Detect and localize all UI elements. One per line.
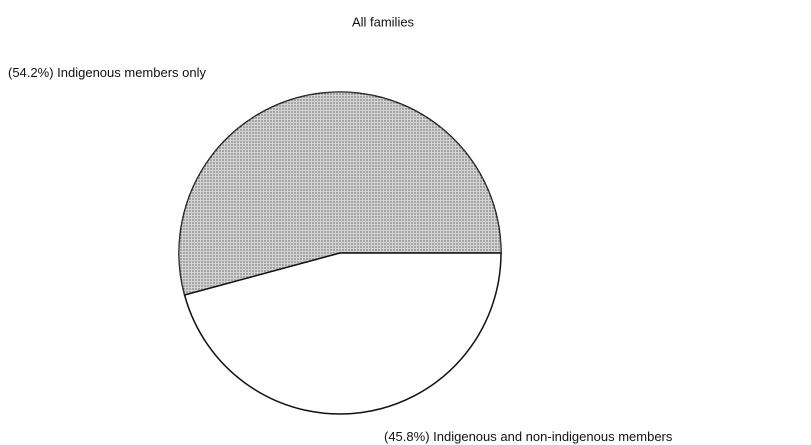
slice-label: (45.8%) Indigenous and non-indigenous me… [384,429,673,444]
chart-title: All families [352,14,415,29]
pie-slice-texture [179,92,501,295]
slice-category: Indigenous members only [57,65,206,80]
slice-category: Indigenous and non-indigenous members [433,429,673,444]
pie-slice [183,252,502,415]
slice-value-label: (45.8%) [384,429,430,444]
slice-label: (54.2%) Indigenous members only [8,65,207,80]
slice-value-label: (54.2%) [8,65,54,80]
